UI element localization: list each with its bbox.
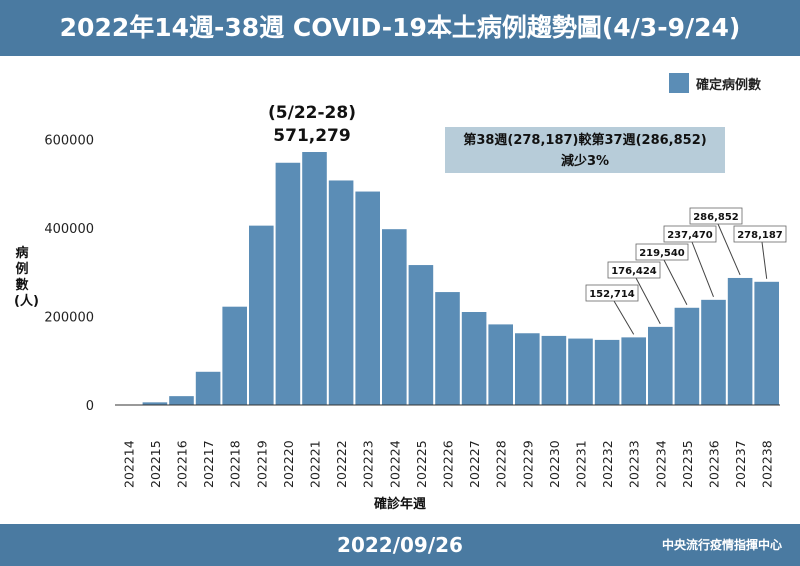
bar xyxy=(195,371,221,405)
bar xyxy=(568,338,593,405)
bar xyxy=(674,307,700,405)
x-tick-label: 202232 xyxy=(600,440,615,488)
x-tick-label: 202218 xyxy=(228,440,243,488)
bar xyxy=(222,306,247,405)
x-tick-label: 202222 xyxy=(334,440,349,488)
callout-box xyxy=(689,207,743,225)
callout-box xyxy=(635,243,689,261)
callout-label: 176,424 xyxy=(611,266,657,277)
callout-pointer xyxy=(663,259,688,306)
callout-label: 278,187 xyxy=(737,230,783,241)
x-tick-label: 202235 xyxy=(680,440,695,488)
legend-swatch xyxy=(669,73,689,93)
x-tick-label: 202236 xyxy=(707,440,722,488)
y-tick-label: 600000 xyxy=(44,133,94,148)
callout-label: 152,714 xyxy=(589,289,635,300)
bar xyxy=(701,299,726,405)
footer-date: 2022/09/26 xyxy=(337,533,463,557)
x-tick-label: 202223 xyxy=(361,440,376,488)
x-tick-label: 202219 xyxy=(254,440,269,488)
bar xyxy=(328,180,354,405)
x-tick-label: 202227 xyxy=(467,440,482,488)
callout-pointer xyxy=(613,300,635,335)
x-tick-label: 202233 xyxy=(627,440,642,488)
callout-label: 237,470 xyxy=(667,230,713,241)
bar xyxy=(302,152,327,405)
bar xyxy=(382,229,407,405)
x-tick-label: 202221 xyxy=(308,440,323,488)
x-tick-label: 202226 xyxy=(441,440,456,488)
legend-label: 確定病例數 xyxy=(696,78,762,93)
peak-annotation: (5/22-28) 571,279 xyxy=(252,102,372,148)
y-tick-label: 400000 xyxy=(44,222,94,237)
x-axis-title: 確診年週 xyxy=(374,496,426,512)
comparison-line-1: 第38週(278,187)較第37週(286,852) xyxy=(463,133,707,148)
callout-label: 286,852 xyxy=(693,212,739,223)
bar xyxy=(169,396,194,405)
page-title: 2022年14週-38週 COVID-19本土病例趨勢圖(4/3-9/24) xyxy=(59,13,741,42)
x-tick-label: 202216 xyxy=(175,440,190,488)
x-tick-label: 202228 xyxy=(494,440,509,488)
callout-pointer xyxy=(635,277,661,325)
bar xyxy=(727,277,753,405)
bar xyxy=(515,333,540,405)
bar xyxy=(408,265,434,405)
x-tick-label: 202225 xyxy=(414,440,429,488)
bar xyxy=(594,339,620,405)
bar xyxy=(249,225,274,405)
x-tick-label: 202214 xyxy=(121,440,136,488)
bar xyxy=(541,335,567,405)
callout-box xyxy=(585,284,639,302)
x-tick-label: 202224 xyxy=(387,440,402,488)
comparison-line-2: 減少3% xyxy=(560,154,610,169)
x-tick-label: 202230 xyxy=(547,440,562,488)
x-tick-label: 202217 xyxy=(201,440,216,488)
callout-box xyxy=(733,225,787,243)
bar xyxy=(435,292,460,405)
callout-box xyxy=(663,225,717,243)
bar xyxy=(754,281,779,405)
bar xyxy=(488,324,513,405)
callout-pointer xyxy=(717,223,741,276)
callout-pointer xyxy=(691,241,714,298)
y-axis-label: 病例數(人) xyxy=(14,246,39,309)
bar xyxy=(142,402,168,405)
x-tick-label: 202237 xyxy=(733,440,748,488)
x-tick-label: 202231 xyxy=(574,440,589,488)
callout-pointer xyxy=(761,241,768,279)
y-tick-label: 0 xyxy=(86,399,94,414)
footer-org: 中央流行疫情指揮中心 xyxy=(661,538,782,552)
x-tick-label: 202215 xyxy=(148,440,163,488)
callout-box xyxy=(607,261,661,279)
callout-label: 219,540 xyxy=(639,248,685,259)
x-tick-label: 202229 xyxy=(520,440,535,488)
header-bar: 2022年14週-38週 COVID-19本土病例趨勢圖(4/3-9/24) xyxy=(0,0,800,56)
peak-annotation-value: 571,279 xyxy=(273,126,351,146)
bar xyxy=(621,337,646,405)
x-tick-label: 202238 xyxy=(760,440,775,488)
comparison-box: 第38週(278,187)較第37週(286,852) 減少3% xyxy=(445,127,725,173)
footer-bar: 2022/09/26 中央流行疫情指揮中心 xyxy=(0,524,800,566)
bar xyxy=(275,162,301,405)
bar xyxy=(355,191,380,405)
y-tick-label: 200000 xyxy=(44,310,94,325)
peak-annotation-range: (5/22-28) xyxy=(268,103,356,123)
x-tick-label: 202220 xyxy=(281,440,296,488)
x-tick-label: 202234 xyxy=(653,440,668,488)
bar xyxy=(461,312,487,405)
bar xyxy=(648,326,673,405)
bar-chart: 0 200000 400000 600000 202214 202215 202216 202… xyxy=(44,133,787,512)
